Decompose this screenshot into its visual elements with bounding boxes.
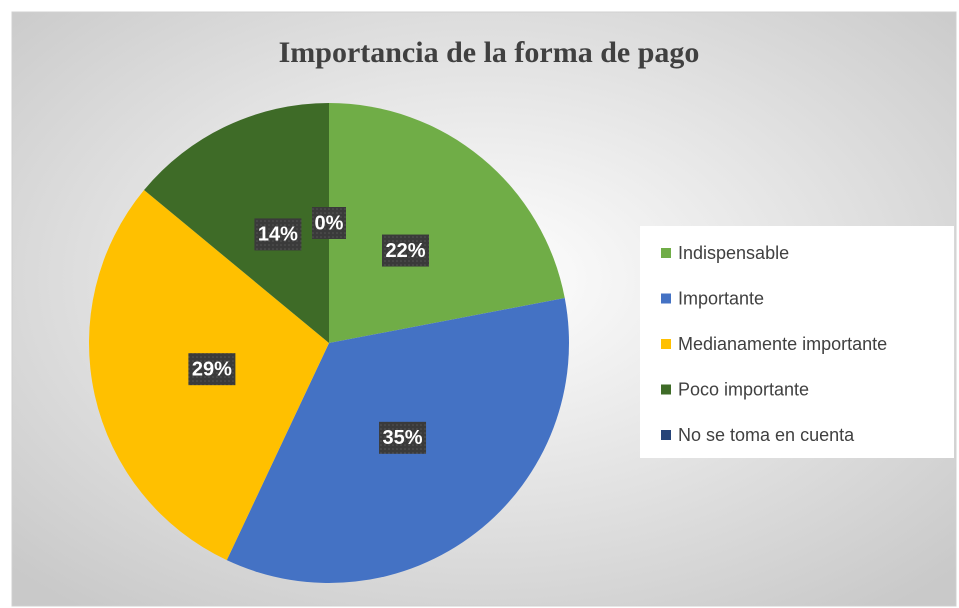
legend-label: Poco importante	[678, 379, 809, 399]
legend-label: Importante	[678, 288, 764, 308]
data-label-box	[188, 353, 236, 386]
data-label: 22%	[385, 240, 425, 262]
legend-label: No se toma en cuenta	[678, 425, 855, 445]
data-label: 29%	[192, 358, 232, 380]
pie-slice	[144, 103, 329, 343]
legend-swatch	[661, 384, 671, 395]
data-label-box	[254, 218, 302, 251]
data-label-box	[381, 234, 429, 267]
legend-swatch	[661, 293, 671, 304]
data-label: 14%	[258, 224, 298, 246]
pie-slice	[329, 103, 565, 343]
legend	[640, 226, 954, 458]
data-label-box	[312, 207, 346, 239]
data-label: 35%	[383, 427, 423, 449]
chart-title: Importancia de la forma de pago	[279, 36, 700, 69]
legend-swatch	[661, 339, 671, 349]
legend-label: Indispensable	[678, 243, 789, 263]
legend-swatch	[661, 248, 671, 258]
data-label-box	[379, 421, 427, 454]
data-label: 0%	[315, 212, 344, 234]
legend-swatch	[661, 430, 671, 440]
legend-label: Medianamente importante	[678, 334, 887, 354]
